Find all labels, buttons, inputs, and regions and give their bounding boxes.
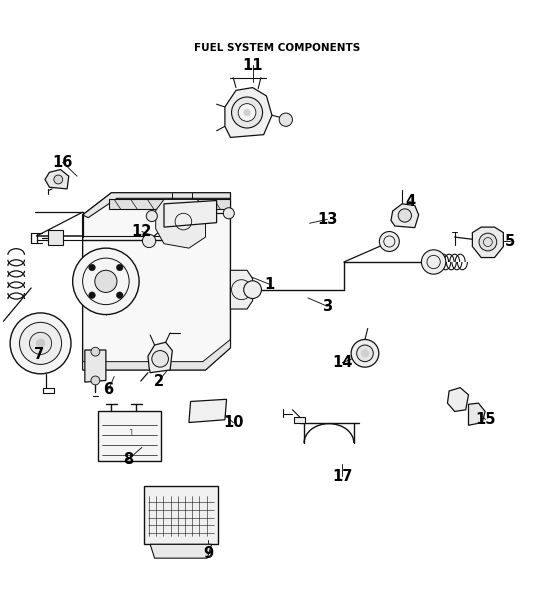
Polygon shape <box>391 204 418 228</box>
Circle shape <box>238 104 256 121</box>
Text: 1: 1 <box>128 429 133 438</box>
Text: 14: 14 <box>332 355 352 370</box>
Text: 12: 12 <box>132 224 152 239</box>
Polygon shape <box>156 200 205 248</box>
Circle shape <box>117 264 123 271</box>
Circle shape <box>91 347 100 356</box>
Circle shape <box>361 350 369 357</box>
Polygon shape <box>45 169 69 189</box>
Circle shape <box>36 339 45 348</box>
Text: 15: 15 <box>476 412 496 427</box>
Text: 7: 7 <box>34 347 44 362</box>
Circle shape <box>143 234 156 248</box>
Polygon shape <box>468 403 485 426</box>
Circle shape <box>29 332 52 354</box>
Polygon shape <box>144 486 218 544</box>
Polygon shape <box>230 270 253 309</box>
Circle shape <box>351 339 379 367</box>
Polygon shape <box>83 193 230 218</box>
Circle shape <box>73 248 139 314</box>
Circle shape <box>223 208 234 219</box>
Polygon shape <box>98 412 162 461</box>
Polygon shape <box>189 399 226 422</box>
Text: 9: 9 <box>203 546 213 561</box>
Polygon shape <box>164 200 216 227</box>
Circle shape <box>117 292 123 299</box>
Circle shape <box>10 313 71 374</box>
Polygon shape <box>294 417 305 422</box>
Polygon shape <box>150 544 211 558</box>
Circle shape <box>91 376 100 385</box>
Circle shape <box>380 231 399 251</box>
Polygon shape <box>109 200 230 209</box>
Circle shape <box>279 113 292 126</box>
Circle shape <box>19 322 62 364</box>
Text: 4: 4 <box>405 194 416 209</box>
Polygon shape <box>447 388 468 412</box>
Polygon shape <box>83 339 230 370</box>
Text: 3: 3 <box>322 299 332 314</box>
Circle shape <box>152 351 168 367</box>
Polygon shape <box>83 193 230 370</box>
Text: FUEL SYSTEM COMPONENTS: FUEL SYSTEM COMPONENTS <box>194 43 361 53</box>
Circle shape <box>147 211 158 222</box>
Circle shape <box>231 97 263 128</box>
Circle shape <box>95 270 117 293</box>
Text: 1: 1 <box>264 277 274 291</box>
Circle shape <box>244 109 250 116</box>
Text: 17: 17 <box>332 469 352 484</box>
Text: 8: 8 <box>123 452 133 467</box>
Text: 13: 13 <box>317 212 337 227</box>
Polygon shape <box>148 342 172 373</box>
Text: 10: 10 <box>223 415 244 430</box>
Polygon shape <box>472 227 503 257</box>
Polygon shape <box>48 231 63 245</box>
Circle shape <box>398 209 411 222</box>
Circle shape <box>244 281 261 299</box>
Circle shape <box>54 175 63 184</box>
Circle shape <box>89 264 95 271</box>
Circle shape <box>421 250 446 274</box>
Text: 2: 2 <box>153 373 164 388</box>
Circle shape <box>357 345 374 362</box>
Text: 6: 6 <box>104 382 114 397</box>
Text: 11: 11 <box>243 58 263 73</box>
Polygon shape <box>225 87 272 137</box>
Text: 16: 16 <box>53 155 73 170</box>
Circle shape <box>479 233 497 251</box>
Polygon shape <box>85 350 106 382</box>
Text: 5: 5 <box>505 234 515 249</box>
Circle shape <box>89 292 95 299</box>
